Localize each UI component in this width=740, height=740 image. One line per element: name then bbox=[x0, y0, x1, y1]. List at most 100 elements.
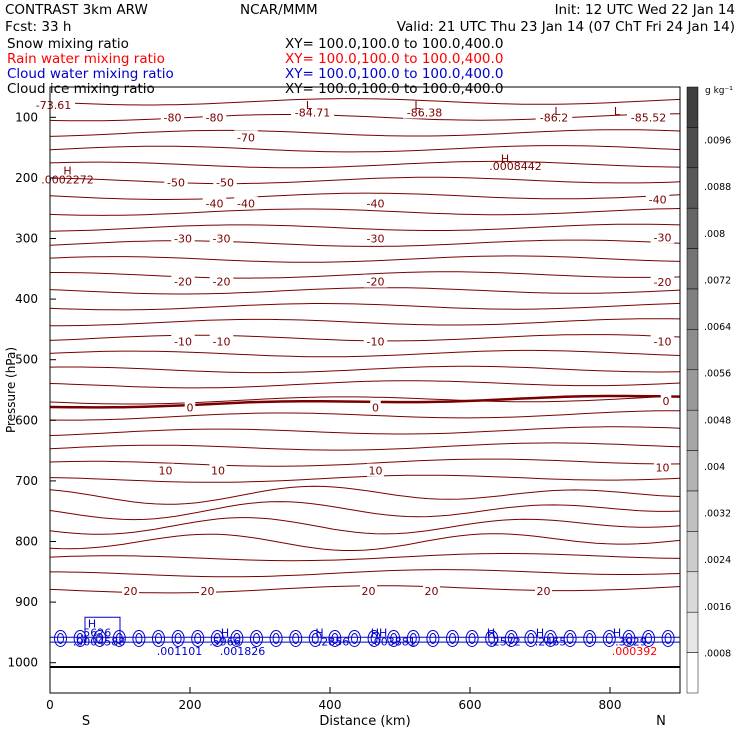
extremum-label: H bbox=[221, 626, 229, 639]
colorbar-label: .004 bbox=[704, 462, 725, 473]
isotherm-line bbox=[49, 553, 681, 562]
cloud-water-contour bbox=[174, 632, 182, 644]
temperature-label: -40 bbox=[206, 197, 224, 210]
colorbar-swatch bbox=[686, 409, 699, 451]
temperature-label: 0 bbox=[372, 402, 379, 415]
contour-label-bg bbox=[209, 274, 234, 288]
south-endpoint: S bbox=[82, 714, 90, 729]
cloud-water-contour bbox=[602, 629, 616, 647]
extremum-label: .003881 bbox=[370, 635, 416, 648]
y-tick-label: 200 bbox=[15, 171, 38, 185]
cloud-water-contour bbox=[622, 629, 636, 647]
field-xy-rain: XY= 100.0,100.0 to 100.0,400.0 bbox=[285, 51, 503, 67]
isotherm-line bbox=[49, 255, 681, 263]
model-title: CONTRAST 3km ARW bbox=[5, 2, 148, 18]
extremum-label: H bbox=[487, 626, 495, 639]
isotherm-line bbox=[49, 380, 681, 389]
cloud-water-contour bbox=[269, 629, 283, 647]
isotherm-line bbox=[49, 239, 681, 247]
colorbar-swatch bbox=[686, 450, 699, 492]
forecast-hour: Fcst: 33 h bbox=[5, 19, 71, 35]
colorbar-swatch bbox=[686, 288, 699, 330]
temperature-label: -30 bbox=[174, 233, 192, 246]
cloud-water-contour bbox=[230, 629, 244, 647]
contour-label-bg bbox=[122, 584, 139, 598]
contour-label-bg bbox=[202, 110, 227, 124]
cloud-water-contour bbox=[155, 632, 162, 644]
colorbar-swatch bbox=[686, 490, 699, 532]
isotherm-line bbox=[50, 569, 681, 578]
colorbar-label: .0056 bbox=[704, 369, 731, 380]
contour-label-bg bbox=[209, 231, 234, 245]
contour-label-bg bbox=[164, 175, 188, 189]
cloud-water-contour bbox=[76, 632, 84, 644]
extremum-label: L bbox=[614, 105, 621, 118]
temperature-label: -50 bbox=[216, 177, 234, 190]
contour-label-bg bbox=[363, 231, 388, 245]
cloud-water-contour bbox=[563, 629, 577, 647]
cloud-water-contour bbox=[93, 629, 107, 647]
colorbar-swatch bbox=[686, 369, 699, 411]
isotherm-line bbox=[49, 458, 681, 467]
field-xy-cloud-water: XY= 100.0,100.0 to 100.0,400.0 bbox=[285, 66, 503, 82]
isotherm-line bbox=[49, 349, 681, 358]
contour-label-bg bbox=[363, 274, 388, 288]
extremum-label: .5966 bbox=[209, 635, 241, 648]
cloud-water-contour bbox=[233, 632, 241, 644]
contour-label-bg bbox=[234, 196, 258, 210]
x-axis-label: Distance (km) bbox=[319, 714, 410, 729]
cloud-water-contour bbox=[311, 632, 319, 644]
cloud-water-contour bbox=[331, 632, 339, 644]
extremum-label: .2572 bbox=[489, 635, 521, 648]
y-tick-label: 500 bbox=[15, 353, 38, 367]
cloud-water-contour bbox=[250, 629, 263, 647]
plot-frame bbox=[49, 86, 681, 694]
center-title: NCAR/MMM bbox=[240, 2, 318, 18]
extremum-label: .2465 bbox=[535, 635, 567, 648]
temperature-label: -73.61 bbox=[36, 99, 71, 112]
temperature-label: -40 bbox=[237, 197, 255, 210]
isotherm-line bbox=[49, 517, 681, 535]
contour-label-bg bbox=[360, 584, 377, 598]
isotherm-line bbox=[49, 160, 681, 169]
temperature-label: -80 bbox=[164, 111, 182, 124]
cloud-water-contour bbox=[292, 632, 300, 644]
colorbar-label: .0016 bbox=[704, 602, 731, 613]
temperature-label: 10 bbox=[159, 465, 173, 478]
temperature-label: 20 bbox=[537, 585, 551, 598]
isotherm-line bbox=[49, 485, 681, 505]
x-tick-label: 0 bbox=[46, 698, 54, 712]
contour-label-bg bbox=[209, 463, 227, 477]
cloud-water-contour bbox=[566, 632, 574, 644]
cloud-water-contour bbox=[544, 629, 557, 647]
extremum-label: .0002272 bbox=[41, 174, 94, 187]
cloud-water-contour bbox=[547, 632, 554, 644]
temperature-label: -10 bbox=[213, 336, 231, 349]
isotherm-line bbox=[49, 208, 681, 216]
contour-label-bg bbox=[157, 463, 174, 477]
field-label-snow: Snow mixing ratio bbox=[7, 36, 129, 52]
extremum-label: .0004588 bbox=[73, 635, 126, 648]
extremum-label: H bbox=[613, 626, 621, 639]
temperature-label: -20 bbox=[174, 276, 192, 289]
colorbar-swatch bbox=[686, 652, 699, 694]
colorbar-swatch bbox=[686, 127, 699, 169]
cloud-water-contour bbox=[488, 632, 496, 644]
contour-label-bg bbox=[213, 175, 237, 189]
contour-label-bg bbox=[654, 460, 671, 474]
isotherm-line bbox=[49, 129, 681, 137]
y-tick-label: 400 bbox=[15, 292, 38, 306]
contour-label-bg bbox=[184, 400, 196, 414]
colorbar-swatch bbox=[686, 207, 699, 249]
extremum-label: L bbox=[414, 99, 421, 112]
cloud-water-contour bbox=[409, 632, 417, 644]
colorbar-label: .0096 bbox=[704, 136, 731, 147]
cloud-water-contour bbox=[370, 632, 378, 644]
isotherm-line bbox=[50, 318, 681, 327]
isotherm-line bbox=[49, 426, 681, 436]
temperature-label: 0 bbox=[187, 402, 194, 415]
isotherm-line bbox=[49, 302, 681, 311]
cloud-water-contour bbox=[57, 632, 64, 644]
cloud-water-contour bbox=[348, 629, 361, 647]
y-tick-label: 800 bbox=[15, 535, 38, 549]
